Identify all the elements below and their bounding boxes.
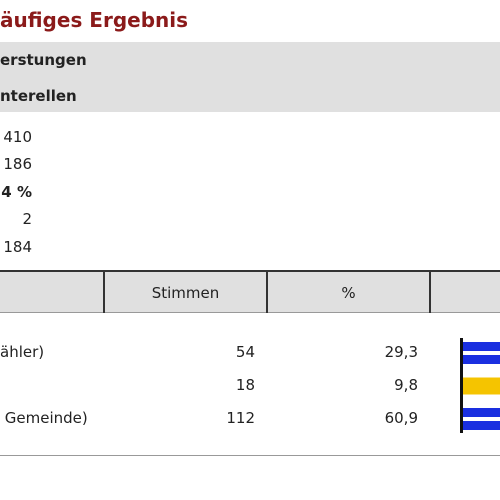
- party-color: [463, 408, 500, 430]
- party-color: [463, 375, 500, 397]
- votes: 112: [226, 409, 255, 427]
- separator: [0, 455, 500, 456]
- summary-label: nterellen: [0, 87, 77, 105]
- row-label: Gemeinde): [0, 409, 88, 427]
- summary-band: [0, 42, 500, 112]
- summary-label: erstungen: [0, 51, 87, 69]
- column-border: [266, 270, 268, 313]
- stat: 410: [3, 128, 32, 146]
- percent: 29,3: [384, 343, 418, 361]
- party-color: [463, 342, 500, 364]
- votes: 18: [235, 376, 255, 394]
- column-header[interactable]: Stimmen: [151, 284, 220, 302]
- percent: 9,8: [394, 376, 418, 394]
- votes: 54: [235, 343, 255, 361]
- page-title: äufiges Ergebnis: [0, 8, 189, 32]
- column-border: [103, 270, 105, 313]
- column-border: [429, 270, 431, 313]
- column-header[interactable]: %: [341, 284, 356, 302]
- row-label: ähler): [0, 343, 45, 361]
- stat: 186: [3, 155, 32, 173]
- stat: 184: [3, 238, 32, 256]
- table-header: [0, 270, 500, 313]
- flag-axis: [460, 338, 463, 433]
- stat: 2: [22, 210, 32, 228]
- stat: 4 %: [1, 183, 32, 201]
- percent: 60,9: [384, 409, 418, 427]
